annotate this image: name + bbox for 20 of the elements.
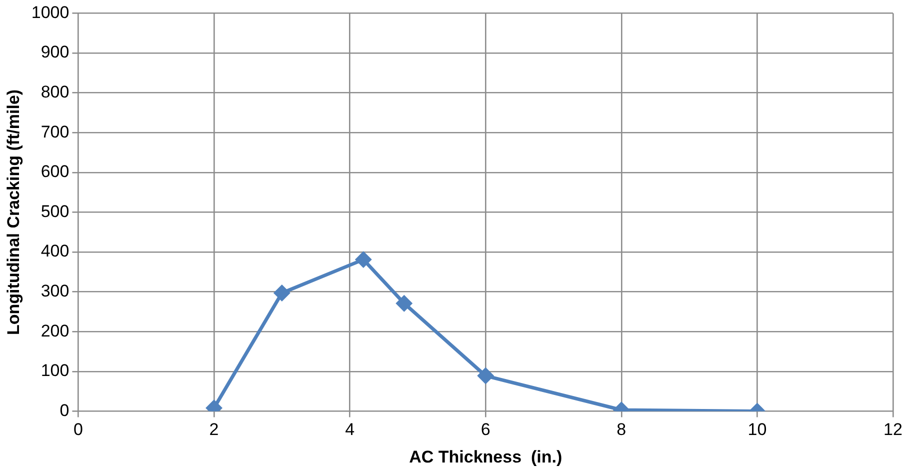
y-tick-label: 400: [40, 242, 70, 261]
y-tick-label: 0: [60, 400, 70, 420]
y-tick-label: 1000: [31, 2, 70, 22]
y-tick-label: 800: [40, 82, 70, 102]
y-tick-label: 600: [40, 162, 70, 182]
y-tick-label: 100: [40, 361, 70, 380]
x-tick-label: 6: [480, 420, 490, 440]
y-tick-label: 200: [40, 321, 70, 340]
y-tick-label: 900: [40, 42, 70, 62]
x-axis-title: AC Thickness (in.): [409, 447, 562, 466]
x-tick-label: 0: [73, 420, 83, 440]
y-axis-title: Longitudinal Cracking (ft/mile): [4, 89, 23, 335]
y-tick-label: 700: [40, 122, 70, 142]
x-tick-label: 8: [616, 420, 626, 440]
y-tick-label: 300: [40, 281, 70, 300]
x-tick-label: 4: [345, 420, 355, 440]
x-tick-label: 12: [884, 420, 902, 440]
y-tick-label: 500: [40, 202, 70, 221]
x-tick-label: 10: [748, 420, 767, 440]
x-tick-label: 2: [209, 420, 219, 440]
